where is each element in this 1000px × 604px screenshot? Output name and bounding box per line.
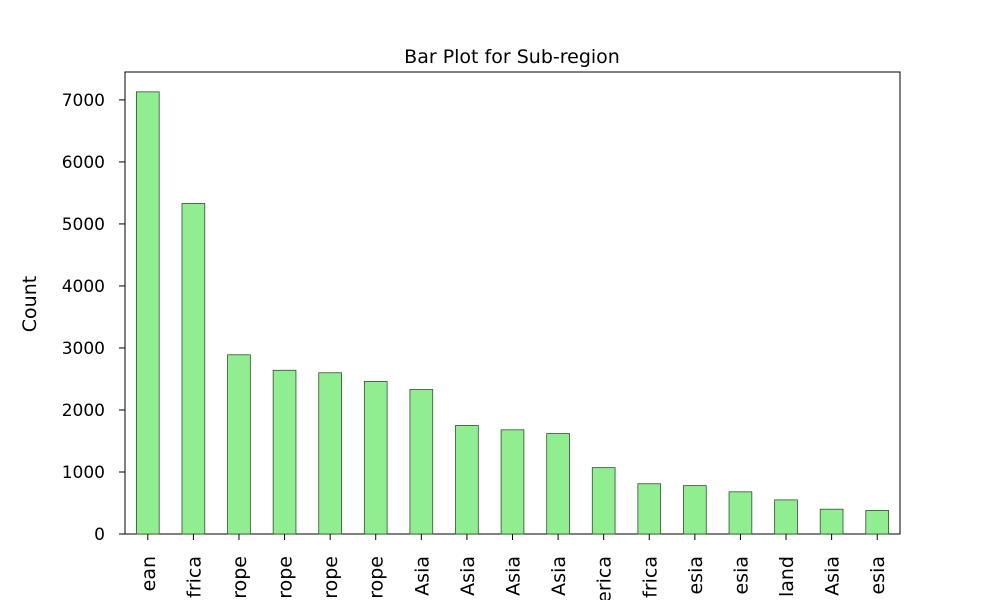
y-tick-label: 0 [94,525,105,545]
x-tick-label: ean [138,556,160,591]
bar [227,354,251,535]
x-tick-label: erica [594,556,616,600]
x-tick-label: Asia [822,556,844,596]
x-tick-label: rope [229,556,251,599]
bar [272,369,297,535]
x-tick-label: rope [320,556,342,599]
bar [865,510,890,535]
bar [591,467,616,535]
x-tick-label: Asia [457,556,479,596]
plot-area: 0 1000 2000 3000 4000 5000 6000 7000 ean frica rop… [62,71,901,603]
y-tick-label: 5000 [62,215,105,235]
bar [819,508,844,535]
y-tick-label: 1000 [62,463,105,483]
y-tick-label: 3000 [62,339,105,359]
bar [181,203,206,535]
bar [500,429,525,535]
x-tick-label: frica [183,556,205,598]
bar [683,485,707,535]
y-tick-label: 4000 [62,277,105,297]
bar [728,491,753,535]
x-tick-label: Asia [548,556,570,596]
bar [637,483,662,535]
x-tick-label: Asia [503,556,525,596]
x-tick-label: rope [275,556,297,599]
x-tick-label: rope [366,556,388,599]
y-axis-label: Count [19,276,41,332]
y-tick-label: 2000 [62,401,105,421]
bar [409,389,434,535]
y-tick-label: 6000 [62,153,105,173]
bar [774,499,798,535]
chart-title: Bar Plot for Sub-region [404,46,620,68]
x-tick-label: frica [639,556,661,598]
bar [546,433,570,535]
x-tick-label: Asia [411,556,433,596]
y-tick-label: 7000 [62,91,105,111]
x-tick-label: esia [685,556,707,595]
bar [318,372,342,535]
x-tick-label: esia [867,556,889,595]
x-tick-label: land [776,556,798,597]
x-tick-label: esia [730,556,752,595]
bar [363,381,388,535]
bar [455,425,479,535]
bar [135,91,160,535]
